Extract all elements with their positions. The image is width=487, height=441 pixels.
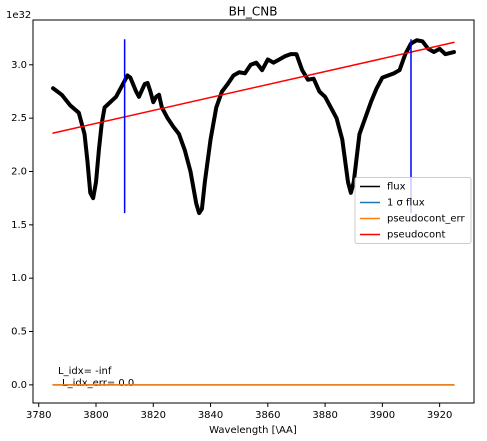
x-tick-label: 3860 <box>255 410 280 421</box>
legend-label: 1 σ flux <box>387 198 425 209</box>
x-tick-label: 3920 <box>427 410 452 421</box>
x-tick-label: 3880 <box>312 410 337 421</box>
series-line <box>52 41 455 134</box>
annotation: L_idx_err= 0.0 <box>62 378 134 389</box>
y-tick-label: 1.5 <box>11 220 27 231</box>
legend-box <box>354 177 472 244</box>
legend-label: pseudocont <box>387 230 445 241</box>
y-tick-label: 1.0 <box>11 273 27 284</box>
x-axis-label: Wavelength [\AA] <box>209 425 297 436</box>
x-tick-label: 3840 <box>198 410 223 421</box>
x-tick-label: 3780 <box>26 410 51 421</box>
chart-title: BH_CNB <box>229 5 278 19</box>
x-tick-label: 3820 <box>141 410 166 421</box>
y-tick-label: 2.5 <box>11 113 27 124</box>
legend-label: flux <box>387 182 406 193</box>
y-tick-label: 2.0 <box>11 166 27 177</box>
x-tick-label: 3800 <box>83 410 108 421</box>
y-tick-label: 0.0 <box>11 380 27 391</box>
y-tick-label: 3.0 <box>11 60 27 71</box>
legend-label: pseudocont_err <box>387 214 465 225</box>
axes-frame <box>32 19 475 404</box>
x-tick-label: 3900 <box>370 410 395 421</box>
y-tick-label: 0.5 <box>11 327 27 338</box>
flux-line <box>51 38 456 216</box>
offset-label: 1e32 <box>6 10 31 21</box>
annotation: L_idx= -inf <box>58 366 112 377</box>
